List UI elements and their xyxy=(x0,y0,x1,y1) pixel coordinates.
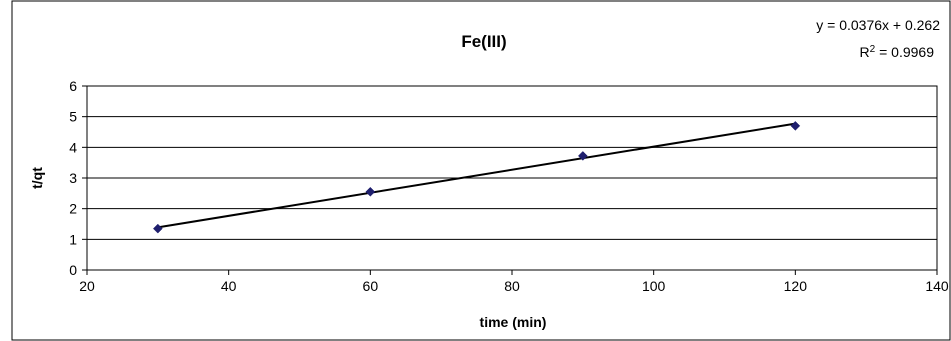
y-tick-label-1: 1 xyxy=(69,231,77,247)
data-point-0-3 xyxy=(790,121,801,131)
r-squared-exponent: 2 xyxy=(870,44,876,55)
x-tick-label-80: 80 xyxy=(504,278,520,294)
x-axis-title: time (min) xyxy=(480,314,547,330)
data-point-0-1 xyxy=(365,186,376,197)
plot-area: 0 1 2 3 4 5 6 20 40 60 80 100 120 140 xyxy=(69,78,949,294)
x-tick-label-40: 40 xyxy=(221,278,237,294)
y-axis-title: t/qt xyxy=(29,167,45,189)
r-squared-value: = 0.9969 xyxy=(875,44,934,60)
chart-title: Fe(III) xyxy=(461,32,506,51)
y-tick-label-5: 5 xyxy=(69,109,77,125)
data-point-0-2 xyxy=(577,151,588,161)
trendline-equation: y = 0.0376x + 0.262 xyxy=(816,17,940,33)
r-squared-symbol: R xyxy=(860,44,870,60)
y-tick-label-2: 2 xyxy=(69,201,77,217)
trendline xyxy=(157,122,796,229)
y-tick-label-6: 6 xyxy=(69,78,77,94)
x-tick-label-20: 20 xyxy=(79,278,95,294)
x-tick-label-60: 60 xyxy=(363,278,379,294)
y-tick-label-3: 3 xyxy=(69,170,77,186)
y-tick-label-4: 4 xyxy=(69,139,77,155)
x-tick-label-120: 120 xyxy=(784,278,808,294)
x-tick-label-100: 100 xyxy=(642,278,666,294)
trendline-r-squared: R2 = 0.9969 xyxy=(860,44,935,61)
data-point-0-0 xyxy=(152,223,163,234)
x-tick-label-140: 140 xyxy=(925,278,949,294)
y-tick-label-0: 0 xyxy=(69,262,77,278)
